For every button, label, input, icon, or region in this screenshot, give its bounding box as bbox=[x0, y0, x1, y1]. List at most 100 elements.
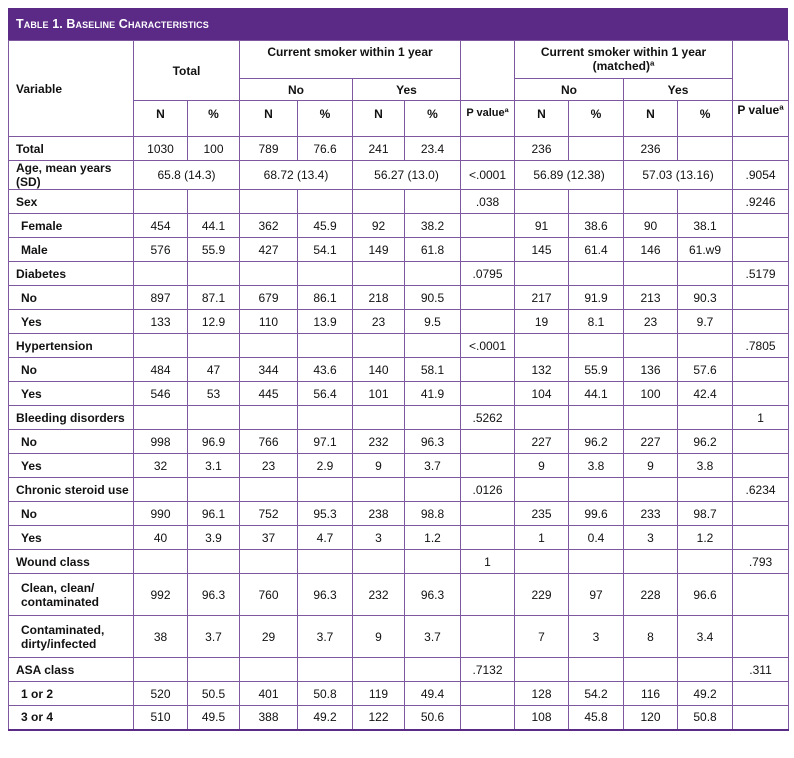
cell-total-n: 1030 bbox=[133, 136, 188, 161]
cell-p2 bbox=[732, 357, 790, 382]
cell-m-no-pct: 38.6 bbox=[568, 213, 625, 238]
cell-m-yes-pct bbox=[677, 405, 734, 430]
cell-no-pct: 54.1 bbox=[297, 237, 353, 262]
cell-total-n bbox=[133, 477, 188, 502]
cell-m-yes-n bbox=[623, 549, 679, 574]
table-row: Yes 40 3.9 37 4.7 3 1.2 1 0.4 3 1.2 bbox=[8, 525, 790, 550]
cell-yes-pct: 96.3 bbox=[403, 573, 462, 616]
cell-p bbox=[460, 237, 516, 262]
cell-no-n: 679 bbox=[239, 285, 298, 310]
row-label: Clean, clean/ contaminated bbox=[8, 573, 134, 616]
p-value-header: P valueª bbox=[460, 100, 516, 137]
cell-m-no-pct bbox=[568, 549, 625, 574]
cell-p2 bbox=[732, 573, 790, 616]
cell-m-yes-n: 90 bbox=[623, 213, 679, 238]
cell-m-no: 56.89 (12.38) bbox=[514, 160, 625, 190]
cell-p: .0126 bbox=[460, 477, 516, 502]
cell-yes-pct: 96.3 bbox=[403, 429, 462, 454]
table-row: 1 or 2 520 50.5 401 50.8 119 49.4 128 54.2 116 49.… bbox=[8, 681, 790, 706]
cell-total: 65.8 (14.3) bbox=[133, 160, 240, 190]
cell-m-yes-pct bbox=[677, 549, 734, 574]
cell-total-n: 133 bbox=[133, 309, 188, 334]
cell-total-pct: 50.5 bbox=[187, 681, 240, 706]
cell-no-n: 344 bbox=[239, 357, 298, 382]
cell-yes-pct: 3.7 bbox=[403, 615, 462, 658]
cell-m-yes: 57.03 (13.16) bbox=[623, 160, 734, 190]
cell-m-no-pct bbox=[568, 477, 625, 502]
matched-no-header: No bbox=[514, 78, 625, 101]
cell-yes-pct bbox=[403, 189, 462, 214]
cell-no-pct bbox=[297, 477, 353, 502]
n-header: N bbox=[514, 100, 570, 137]
empty-header-cell bbox=[460, 40, 516, 101]
cell-m-no-n: 104 bbox=[514, 381, 570, 406]
cell-m-no-n: 108 bbox=[514, 705, 570, 730]
cell-m-yes-pct: 38.1 bbox=[677, 213, 734, 238]
cell-yes-n bbox=[352, 657, 405, 682]
cell-m-no-n bbox=[514, 657, 570, 682]
cell-p bbox=[460, 453, 516, 478]
cell-m-no-n: 19 bbox=[514, 309, 570, 334]
cell-total-n: 454 bbox=[133, 213, 188, 238]
cell-no-n bbox=[239, 549, 298, 574]
table-row: Sex .038 .9246 bbox=[8, 189, 790, 214]
cell-yes-pct bbox=[403, 549, 462, 574]
smoker-header: Current smoker within 1 year bbox=[238, 40, 462, 79]
cell-yes-pct bbox=[403, 261, 462, 286]
cell-total-n: 520 bbox=[133, 681, 188, 706]
row-label: Yes bbox=[8, 381, 134, 406]
cell-yes-n bbox=[352, 549, 405, 574]
cell-m-yes-pct: 49.2 bbox=[677, 681, 734, 706]
row-label: Hypertension bbox=[8, 333, 134, 358]
cell-m-yes-pct: 96.6 bbox=[677, 573, 734, 616]
row-label: Contaminated, dirty/infected bbox=[8, 615, 134, 658]
cell-p: .5262 bbox=[460, 405, 516, 430]
cell-p bbox=[460, 525, 516, 550]
cell-m-yes-n: 228 bbox=[623, 573, 679, 616]
cell-m-no-n: 227 bbox=[514, 429, 570, 454]
cell-m-yes-n bbox=[623, 405, 679, 430]
variable-header: Variable bbox=[8, 40, 134, 137]
cell-total-n: 40 bbox=[133, 525, 188, 550]
cell-yes-pct: 38.2 bbox=[403, 213, 462, 238]
cell-m-no-pct: 96.2 bbox=[568, 429, 625, 454]
cell-no-n: 362 bbox=[239, 213, 298, 238]
row-label: Age, mean years (SD) bbox=[8, 160, 134, 190]
pct-header: % bbox=[677, 100, 734, 137]
cell-total-n: 484 bbox=[133, 357, 188, 382]
row-label: No bbox=[8, 429, 134, 454]
n-header: N bbox=[352, 100, 405, 137]
cell-m-yes-pct: 3.4 bbox=[677, 615, 734, 658]
cell-no-n: 427 bbox=[239, 237, 298, 262]
n-header: N bbox=[133, 100, 188, 137]
table-body: Total 1030 100 789 76.6 241 23.4 236 236 Age, mea… bbox=[8, 136, 790, 730]
cell-no-n bbox=[239, 261, 298, 286]
cell-total-pct bbox=[187, 549, 240, 574]
cell-total-pct: 3.1 bbox=[187, 453, 240, 478]
pct-header: % bbox=[187, 100, 240, 137]
no-header: No bbox=[239, 78, 353, 101]
cell-m-no-n bbox=[514, 333, 570, 358]
cell-total-n: 992 bbox=[133, 573, 188, 616]
cell-no-n bbox=[239, 657, 298, 682]
cell-p: .038 bbox=[460, 189, 516, 214]
cell-no-pct: 13.9 bbox=[297, 309, 353, 334]
cell-yes-pct: 50.6 bbox=[403, 705, 462, 730]
cell-no-pct: 43.6 bbox=[297, 357, 353, 382]
cell-m-yes-pct: 57.6 bbox=[677, 357, 734, 382]
cell-p: <.0001 bbox=[460, 160, 516, 190]
cell-m-yes-n bbox=[623, 261, 679, 286]
cell-yes-pct: 58.1 bbox=[403, 357, 462, 382]
row-label: Yes bbox=[8, 453, 134, 478]
cell-p2 bbox=[732, 501, 790, 526]
cell-no-pct: 95.3 bbox=[297, 501, 353, 526]
cell-yes-n: 218 bbox=[352, 285, 405, 310]
cell-no-pct: 45.9 bbox=[297, 213, 353, 238]
cell-yes-n: 3 bbox=[352, 525, 405, 550]
cell-p: .0795 bbox=[460, 261, 516, 286]
cell-total-pct bbox=[187, 261, 240, 286]
cell-yes-pct: 90.5 bbox=[403, 285, 462, 310]
cell-no-pct: 96.3 bbox=[297, 573, 353, 616]
cell-total-n: 576 bbox=[133, 237, 188, 262]
n-header: N bbox=[239, 100, 298, 137]
